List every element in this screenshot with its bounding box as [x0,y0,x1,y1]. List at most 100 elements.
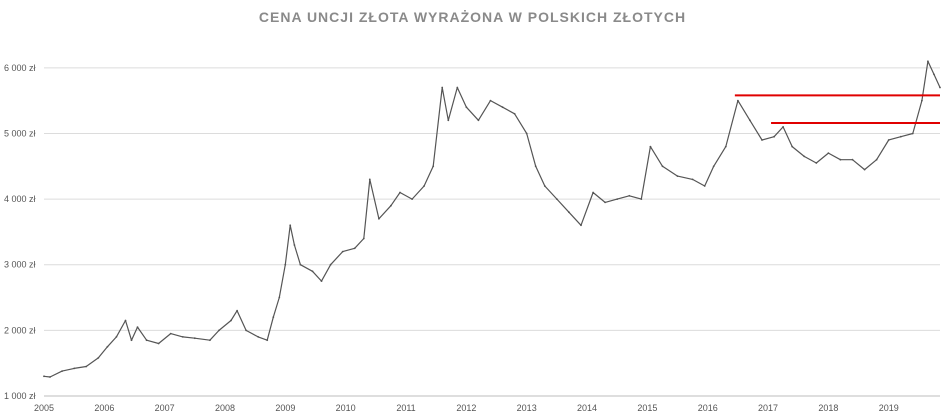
data-point [875,158,878,161]
y-tick-label: 6 000 zł [4,63,36,73]
x-tick-label: 2013 [517,403,537,413]
data-point [649,145,652,148]
data-point [773,135,775,138]
data-point [640,198,643,201]
data-point [782,126,784,128]
data-point [181,336,184,338]
data-point [791,145,794,148]
data-point [691,178,694,181]
data-point [289,224,292,227]
y-tick-label: 3 000 zł [4,260,36,270]
data-point [592,191,594,194]
y-tick-label: 4 000 zł [4,194,36,204]
data-point [863,168,866,171]
data-point [432,165,435,168]
data-point [245,329,248,332]
data-point [525,132,528,135]
data-point [341,250,344,253]
data-point [136,326,139,328]
grid-lines [44,67,940,331]
data-point [737,99,739,102]
data-point [293,244,296,246]
data-point [803,155,806,158]
data-point [130,339,133,342]
data-point [362,237,365,240]
data-point [218,329,220,332]
data-point [85,365,88,368]
data-point [399,191,401,194]
data-point [236,309,239,312]
data-point [628,194,631,197]
data-point [115,336,118,338]
data-point [73,367,76,370]
data-point [423,185,425,187]
data-point [616,198,619,201]
data-point [378,217,380,220]
data-point [489,99,492,102]
x-tick-label: 2009 [275,403,295,413]
data-point [556,198,558,201]
data-point [534,165,537,168]
data-point [456,86,459,89]
data-point [927,60,929,63]
series-layer [43,60,941,378]
chart-title: CENA UNCJI ZŁOTA WYRAŻONA W POLSKICH ZŁO… [258,9,687,25]
y-tick-label: 2 000 zł [4,325,36,335]
data-point [329,263,332,266]
data-point [580,224,582,227]
x-tick-label: 2006 [94,403,114,413]
data-point [209,339,211,342]
x-tick-labels: 2005 2006 2007 2008 2009 2010 2011 2012 2013 2014… [34,403,899,413]
data-point [390,204,392,207]
data-point [61,370,63,372]
data-point [724,145,727,148]
data-point [899,135,902,138]
data-point [124,319,127,322]
x-tick-label: 2007 [155,403,175,413]
data-point [266,339,269,342]
data-point [703,185,706,187]
data-point [441,86,444,89]
price-series-line [43,60,941,378]
data-point [106,345,109,348]
x-tick-label: 2011 [396,403,415,413]
data-point [465,106,468,109]
data-point [543,185,546,187]
x-tick-label: 2015 [637,403,657,413]
data-point [299,263,302,266]
data-point [193,337,196,340]
data-point [368,178,371,181]
data-point [272,316,275,319]
resistance-lines-layer [734,94,940,124]
data-point [230,319,232,322]
data-point [97,357,100,359]
x-tick-label: 2010 [336,403,356,413]
x-tick-label: 2017 [758,403,778,413]
x-tick-label: 2005 [34,403,54,413]
data-point [887,139,890,141]
x-tick-label: 2008 [215,403,235,413]
data-point [257,336,260,338]
data-point [447,119,450,122]
data-point [911,132,914,135]
data-point [477,119,480,122]
data-point [933,73,935,76]
data-point [568,211,570,214]
data-point [49,376,51,378]
data-point [676,175,679,178]
x-tick-label: 2014 [577,403,597,413]
x-tick-label: 2012 [456,403,476,413]
data-point [278,296,281,299]
y-tick-label: 1 000 zł [4,391,36,401]
data-point [851,158,854,161]
data-point [311,270,314,273]
x-tick-label: 2018 [818,403,838,413]
data-point [661,165,664,168]
data-point [939,86,941,89]
data-point [815,162,818,164]
data-point [604,201,606,204]
data-point [284,263,287,266]
data-point [827,152,830,155]
y-tick-label: 5 000 zł [4,128,36,138]
